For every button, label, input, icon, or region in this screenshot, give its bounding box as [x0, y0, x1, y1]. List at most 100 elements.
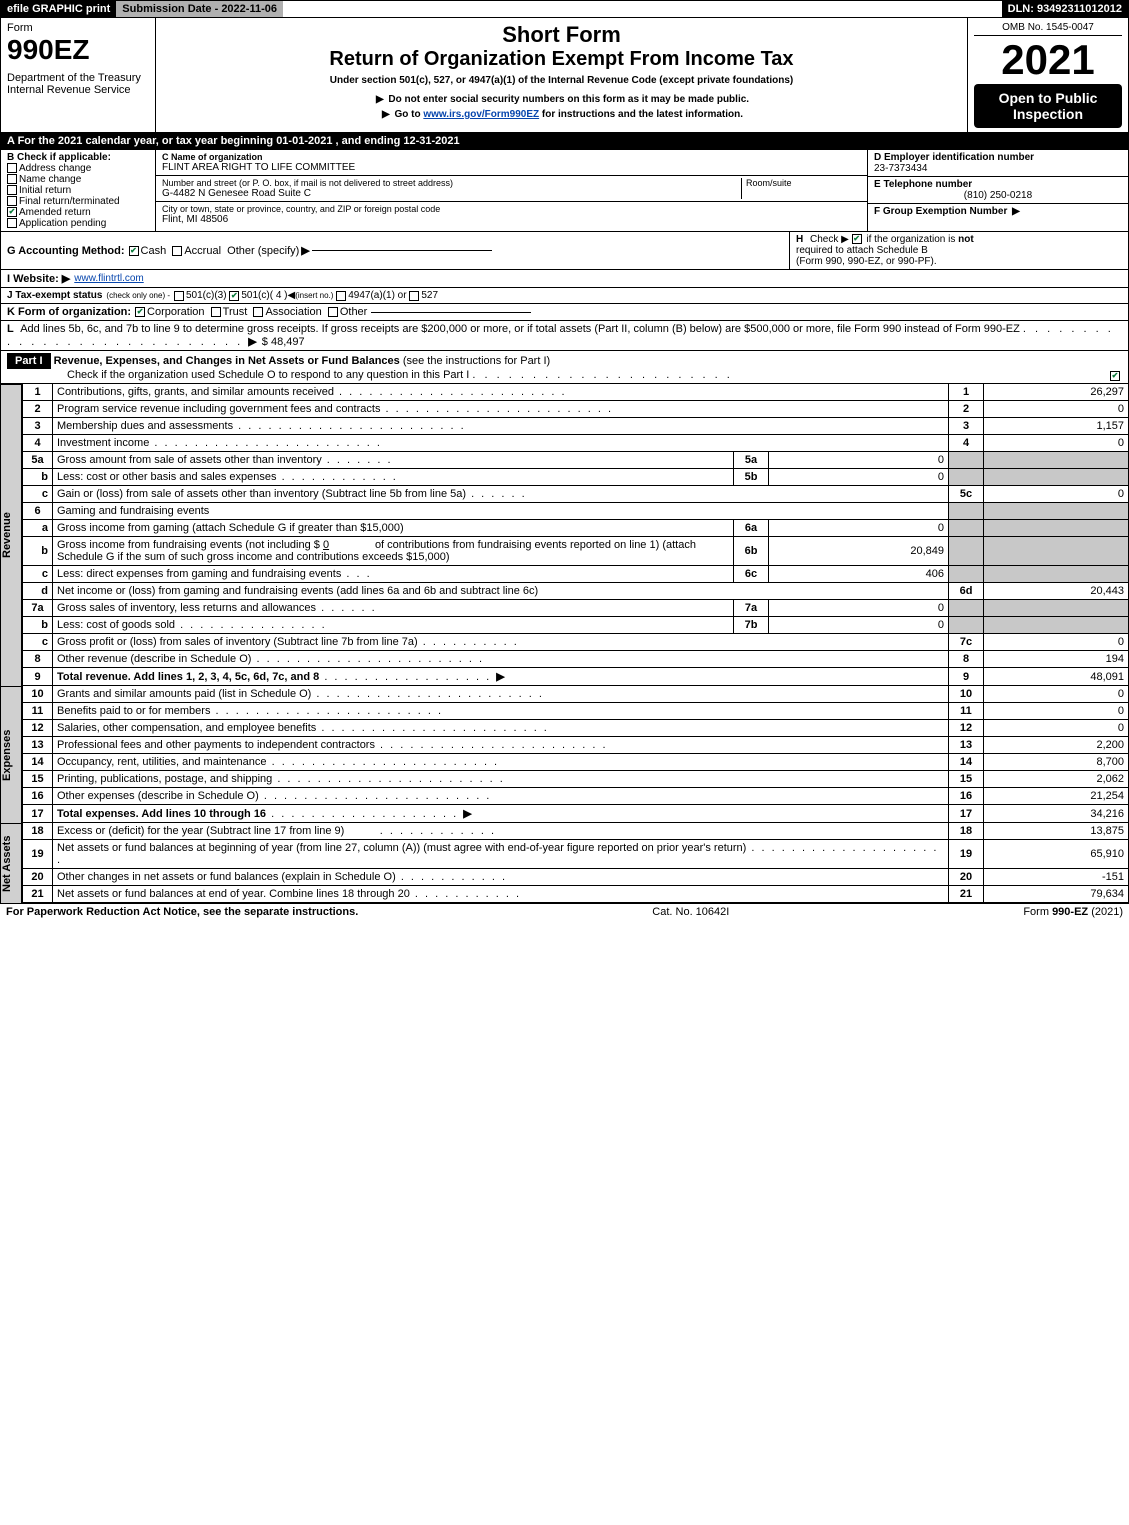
chk-trust[interactable] [211, 307, 221, 317]
line-5b: bLess: cost or other basis and sales exp… [23, 469, 1129, 486]
cash-label: Cash [141, 245, 167, 257]
line-1: 1Contributions, gifts, grants, and simil… [23, 384, 1129, 401]
chk-schedule-o-part1[interactable]: ✔ [1110, 371, 1120, 381]
label: Name change [19, 174, 81, 185]
part1-title-note: (see the instructions for Part I) [403, 355, 550, 367]
opt-4947: 4947(a)(1) or [348, 290, 406, 301]
tax-exempt-row: J Tax-exempt status (check only one) - 5… [0, 288, 1129, 304]
city-cell: City or town, state or province, country… [156, 202, 867, 227]
arrow-icon: ▶ [376, 94, 384, 105]
street-cell: Number and street (or P. O. box, if mail… [156, 176, 867, 202]
chk-501c[interactable]: ✔ [229, 291, 239, 301]
efile-print-button[interactable]: efile GRAPHIC print [1, 1, 116, 17]
revenue-section: Revenue 1Contributions, gifts, grants, a… [0, 384, 1129, 686]
ssn-warning: ▶ Do not enter social security numbers o… [162, 94, 961, 105]
line-5c: cGain or (loss) from sale of assets othe… [23, 486, 1129, 503]
label: Final return/terminated [19, 196, 120, 207]
chk-association[interactable] [253, 307, 263, 317]
label: Initial return [19, 185, 71, 196]
cat-no: Cat. No. 10642I [652, 906, 729, 918]
c-label: C Name of organization [162, 152, 861, 162]
expenses-section: Expenses 10Grants and similar amounts pa… [0, 686, 1129, 823]
short-form-title: Short Form [162, 22, 961, 48]
label: Application pending [19, 218, 106, 229]
line-6a: aGross income from gaming (attach Schedu… [23, 520, 1129, 537]
org-name: FLINT AREA RIGHT TO LIFE COMMITTEE [162, 162, 861, 173]
irs-link[interactable]: www.irs.gov/Form990EZ [423, 109, 539, 120]
chk-application-pending[interactable]: Application pending [7, 218, 149, 229]
top-bar: efile GRAPHIC print Submission Date - 20… [0, 0, 1129, 18]
opt-501c3: 501(c)(3) [186, 290, 227, 301]
phone-value: (810) 250-0218 [874, 190, 1122, 201]
line-19: 19Net assets or fund balances at beginni… [23, 840, 1129, 869]
line-7b: bLess: cost of goods sold . . . . . . . … [23, 617, 1129, 634]
line-16: 16Other expenses (describe in Schedule O… [23, 788, 1129, 805]
dln-label: DLN: 93492311012012 [1002, 1, 1128, 17]
chk-other[interactable] [328, 307, 338, 317]
h-text3: required to attach Schedule B [796, 245, 928, 256]
line-6: 6Gaming and fundraising events [23, 503, 1129, 520]
opt-corporation: Corporation [147, 306, 204, 318]
net-assets-body: 18Excess or (deficit) for the year (Subt… [22, 823, 1129, 903]
line-7c: cGross profit or (loss) from sales of in… [23, 634, 1129, 651]
chk-address-change[interactable]: Address change [7, 163, 149, 174]
net-assets-side-label: Net Assets [0, 823, 22, 903]
chk-final-return[interactable]: Final return/terminated [7, 196, 149, 207]
line-18: 18Excess or (deficit) for the year (Subt… [23, 823, 1129, 840]
line-3: 3Membership dues and assessments31,157 [23, 418, 1129, 435]
chk-cash[interactable]: ✔ [129, 246, 139, 256]
website-link[interactable]: www.flintrtl.com [74, 273, 143, 284]
opt-association: Association [265, 306, 321, 318]
phone-cell: E Telephone number (810) 250-0218 [868, 177, 1128, 204]
line-13: 13Professional fees and other payments t… [23, 737, 1129, 754]
chk-name-change[interactable]: Name change [7, 174, 149, 185]
form-ref: Form 990-EZ (2021) [1023, 906, 1123, 918]
other-specify-input[interactable] [312, 250, 492, 251]
col-c-org-details: C Name of organization FLINT AREA RIGHT … [156, 150, 868, 231]
submission-date: Submission Date - 2022-11-06 [116, 1, 283, 17]
other-label: Other (specify) [227, 245, 299, 257]
line-7a: 7aGross sales of inventory, less returns… [23, 600, 1129, 617]
gross-receipts-amount: $ 48,497 [262, 336, 305, 348]
net-assets-table: 18Excess or (deficit) for the year (Subt… [22, 823, 1129, 903]
chk-4947[interactable] [336, 291, 346, 301]
city-label: City or town, state or province, country… [162, 204, 861, 214]
line-17: 17Total expenses. Add lines 10 through 1… [23, 805, 1129, 823]
goto-post: for instructions and the latest informat… [542, 109, 743, 120]
chk-accrual[interactable] [172, 246, 182, 256]
chk-amended-return[interactable]: ✔Amended return [7, 207, 149, 218]
subtitle: Under section 501(c), 527, or 4947(a)(1)… [162, 75, 961, 86]
section-a-tax-year: A For the 2021 calendar year, or tax yea… [0, 133, 1129, 150]
other-org-input[interactable] [371, 312, 531, 313]
header-right: OMB No. 1545-0047 2021 Open to Public In… [968, 18, 1128, 132]
col-b-title: B Check if applicable: [7, 152, 149, 163]
arrow-icon: ▶ [1012, 206, 1020, 217]
col-d-identifiers: D Employer identification number 23-7373… [868, 150, 1128, 231]
street-label: Number and street (or P. O. box, if mail… [162, 178, 741, 188]
chk-corporation[interactable]: ✔ [135, 307, 145, 317]
header-center: Short Form Return of Organization Exempt… [156, 18, 968, 132]
part1-check-note: Check if the organization used Schedule … [67, 369, 469, 381]
accrual-label: Accrual [184, 245, 221, 257]
chk-501c3[interactable] [174, 291, 184, 301]
k-label: K Form of organization: [7, 306, 131, 318]
chk-initial-return[interactable]: Initial return [7, 185, 149, 196]
chk-schedule-b[interactable]: ✔ [852, 234, 862, 244]
org-name-cell: C Name of organization FLINT AREA RIGHT … [156, 150, 867, 176]
g-label: G Accounting Method: [7, 245, 125, 257]
line-4: 4Investment income40 [23, 435, 1129, 452]
h-label: H [796, 234, 803, 245]
omb-number: OMB No. 1545-0047 [974, 22, 1122, 36]
warn-text: Do not enter social security numbers on … [388, 94, 749, 105]
line-21: 21Net assets or fund balances at end of … [23, 886, 1129, 903]
form-word: Form [7, 22, 149, 34]
revenue-side-label: Revenue [0, 384, 22, 686]
expenses-side-label: Expenses [0, 686, 22, 823]
public-inspection-badge: Open to Public Inspection [974, 84, 1122, 128]
h-text4: (Form 990, 990-EZ, or 990-PF). [796, 256, 937, 267]
ein-value: 23-7373434 [874, 163, 1122, 174]
org-info-block: B Check if applicable: Address change Na… [0, 150, 1129, 232]
chk-527[interactable] [409, 291, 419, 301]
street-col: Number and street (or P. O. box, if mail… [162, 178, 741, 199]
l-label: L [7, 323, 14, 335]
